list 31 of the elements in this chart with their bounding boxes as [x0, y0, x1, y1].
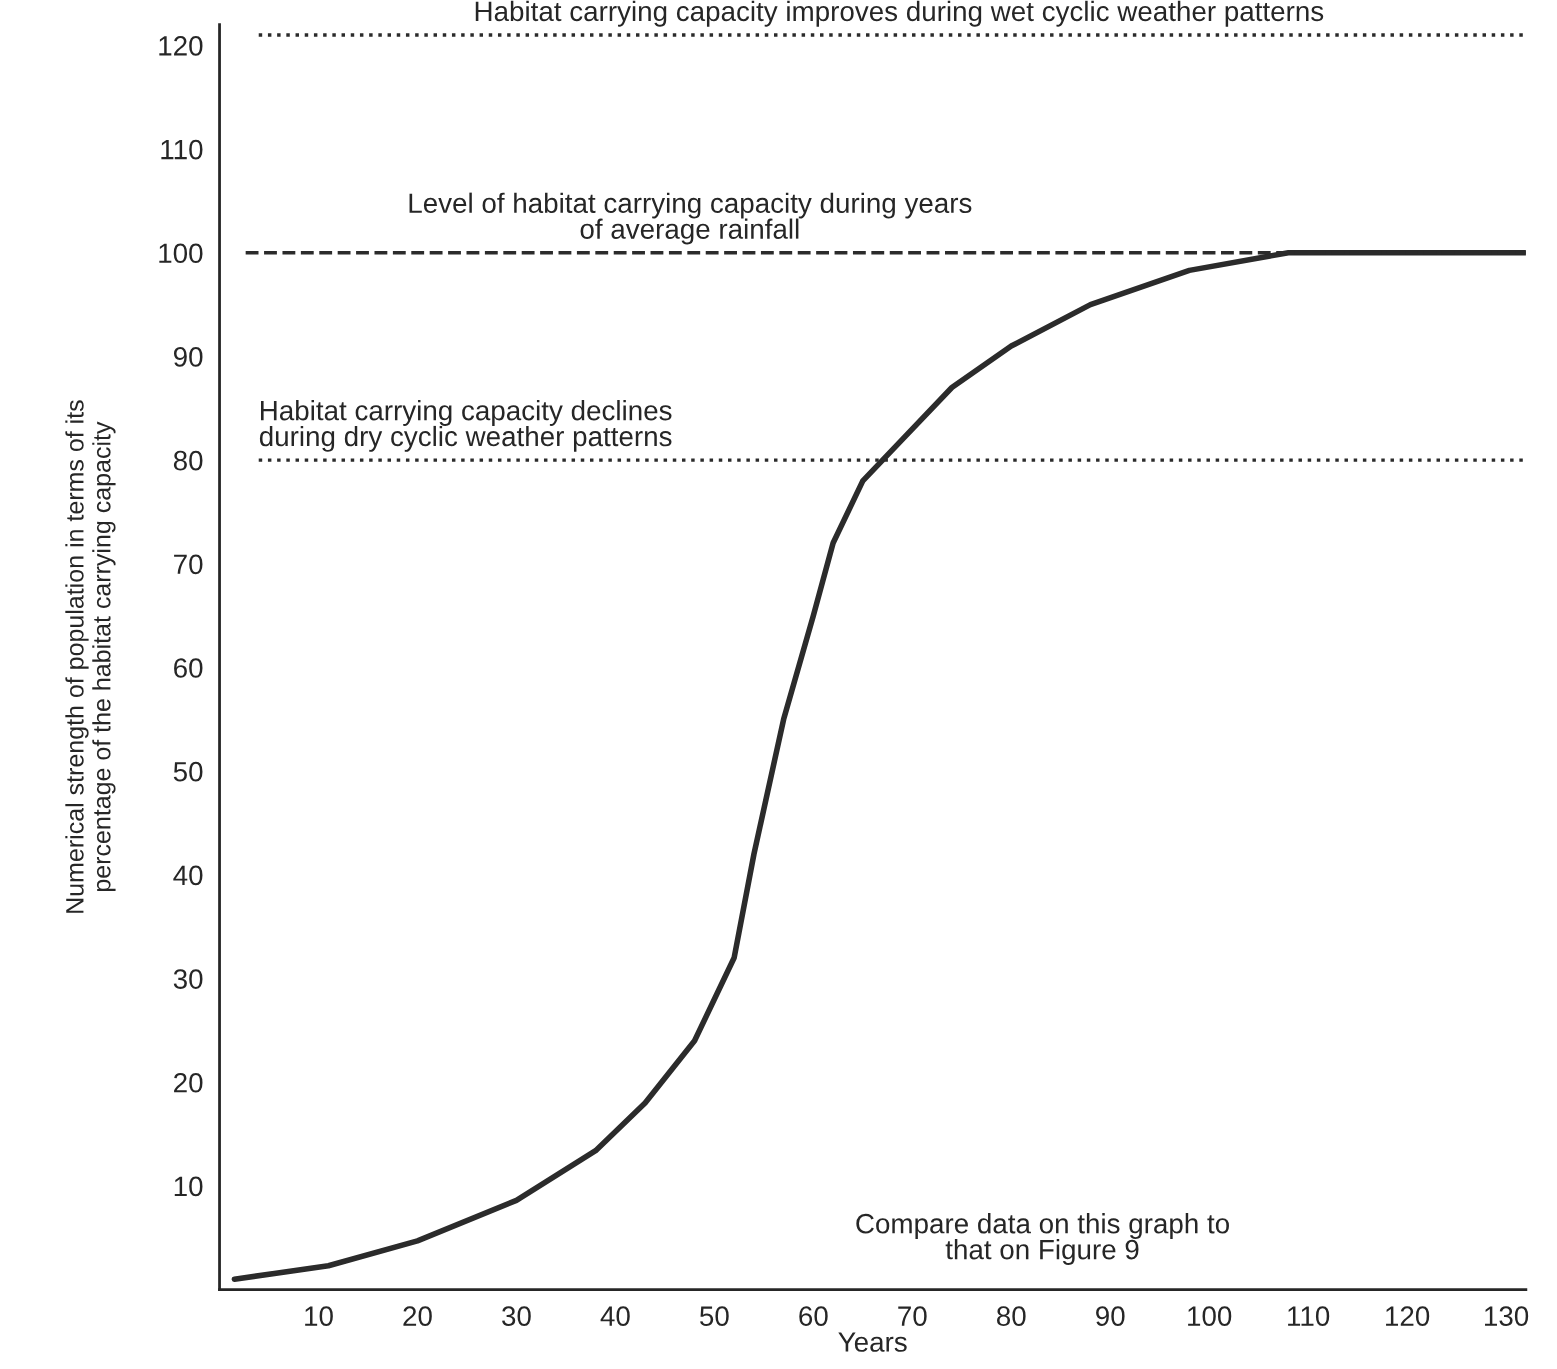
- x-tick-label: 130: [1485, 1306, 1529, 1326]
- y-tick-label: 20: [174, 1072, 203, 1093]
- ref-line-label: Habitat carrying capacity declines during dry cyclic weather patterns: [259, 400, 672, 452]
- y-tick-label: 40: [173, 865, 203, 886]
- x-tick-label: 30: [502, 1306, 531, 1326]
- x-tick-label: 120: [1386, 1306, 1430, 1326]
- x-tick-label: 110: [1288, 1306, 1330, 1326]
- ref-line-label: Habitat carrying capacity improves during wet cyclic weather patterns: [475, 0, 1324, 27]
- annotation: Compare data on this graph to that on Figure 9: [856, 1213, 1229, 1265]
- x-tick-label: 20: [403, 1306, 432, 1326]
- x-tick-label: 10: [305, 1306, 333, 1326]
- y-tick-label: 110: [161, 139, 203, 160]
- y-tick-label: 70: [174, 554, 203, 575]
- x-tick-label: 70: [898, 1306, 927, 1326]
- x-tick-label: 90: [1096, 1306, 1125, 1326]
- y-tick-label: 90: [173, 347, 203, 367]
- y-tick-label: 50: [173, 761, 203, 782]
- x-tick-label: 40: [600, 1306, 630, 1326]
- x-tick-label: 100: [1188, 1306, 1232, 1326]
- y-axis-title: Numerical strength of population in terms of its percentage of the habitat carrying capacity: [65, 400, 116, 913]
- x-tick-label: 60: [799, 1306, 828, 1326]
- x-axis-title: Years: [838, 1332, 907, 1352]
- x-tick-label: 80: [997, 1306, 1026, 1326]
- y-tick-label: 10: [174, 1176, 203, 1197]
- y-tick-label: 30: [173, 969, 203, 989]
- y-tick-label: 80: [173, 450, 203, 471]
- x-tick-label: 50: [700, 1306, 729, 1326]
- y-tick-label: 100: [159, 243, 203, 264]
- y-tick-label: 60: [174, 658, 203, 678]
- y-tick-label: 120: [159, 36, 203, 56]
- ref-line-label: Level of habitat carrying capacity during years of average rainfall: [409, 192, 972, 245]
